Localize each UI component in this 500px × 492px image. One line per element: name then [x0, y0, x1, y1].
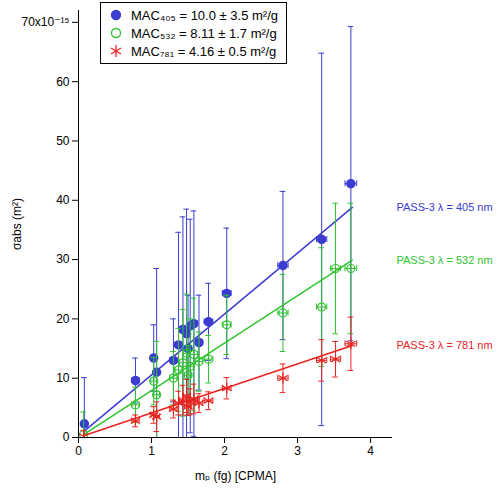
svg-text:mₚ (fg) [CPMA]: mₚ (fg) [CPMA] [195, 469, 276, 483]
svg-text:PASS-3 λ = 532 nm: PASS-3 λ = 532 nm [397, 254, 493, 266]
svg-text:2: 2 [221, 444, 228, 458]
html-text:MAC₇₈₁ = 4.16 ± 0.5 m²/g: MAC₇₈₁ = 4.16 ± 0.5 m²/g [131, 43, 277, 59]
svg-text:PASS-3 λ = 781 nm: PASS-3 λ = 781 nm [397, 339, 493, 351]
svg-text:10: 10 [56, 371, 70, 385]
svg-text:4: 4 [367, 444, 374, 458]
svg-text:PASS-3 λ = 405 nm: PASS-3 λ = 405 nm [397, 201, 493, 213]
svg-text:50: 50 [56, 134, 70, 148]
svg-text:40: 40 [56, 193, 70, 207]
svg-text:σabs (m²): σabs (m²) [10, 198, 24, 250]
html-text:MAC₄₀₅ = 10.0 ± 3.5 m²/g: MAC₄₀₅ = 10.0 ± 3.5 m²/g [131, 7, 278, 23]
svg-text:3: 3 [294, 444, 301, 458]
html-text:MAC₅₃₂ = 8.11 ± 1.7 m²/g: MAC₅₃₂ = 8.11 ± 1.7 m²/g [131, 25, 277, 41]
svg-text:30: 30 [56, 252, 70, 266]
svg-text:70x10⁻¹⁵: 70x10⁻¹⁵ [22, 15, 70, 29]
svg-text:1: 1 [148, 444, 155, 458]
svg-text:60: 60 [56, 75, 70, 89]
svg-text:20: 20 [56, 312, 70, 326]
svg-text:0: 0 [63, 430, 70, 444]
svg-text:0: 0 [75, 444, 82, 458]
